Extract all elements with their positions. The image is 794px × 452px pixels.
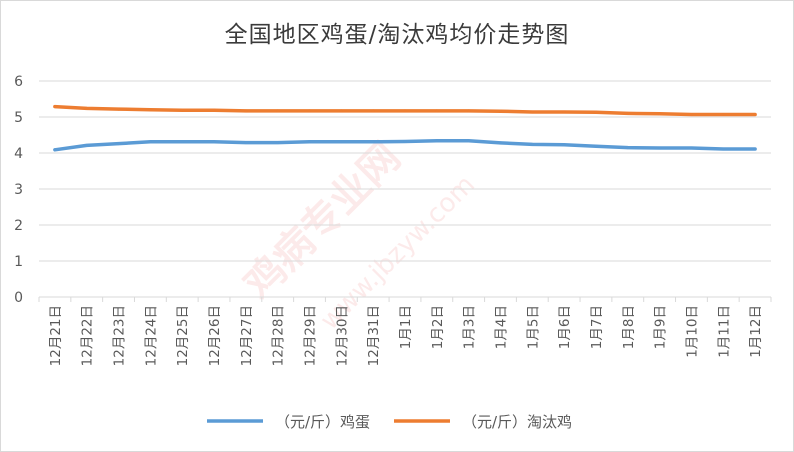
data-point xyxy=(308,140,312,144)
x-tick-label: 1月6日 xyxy=(557,305,573,349)
data-point xyxy=(626,146,630,150)
data-point xyxy=(276,141,280,145)
y-tick-label: 4 xyxy=(14,146,23,162)
data-point xyxy=(339,109,343,113)
data-point xyxy=(85,143,89,147)
data-point xyxy=(371,140,375,144)
x-tick-label: 12月26日 xyxy=(207,305,223,366)
x-tick-label: 12月31日 xyxy=(366,305,382,366)
data-point xyxy=(594,144,598,148)
data-point xyxy=(689,146,693,150)
legend-label-0: （元/斤）鸡蛋 xyxy=(275,413,370,431)
data-point xyxy=(244,141,248,145)
x-tick-label: 12月24日 xyxy=(143,305,159,366)
data-point xyxy=(530,110,534,114)
data-point xyxy=(689,112,693,116)
data-point xyxy=(562,110,566,114)
data-point xyxy=(753,147,757,151)
x-tick-label: 12月23日 xyxy=(112,305,128,366)
data-point xyxy=(339,140,343,144)
x-tick-label: 12月28日 xyxy=(271,305,287,366)
data-point xyxy=(594,110,598,114)
data-point xyxy=(721,112,725,116)
data-point xyxy=(148,140,152,144)
data-point xyxy=(530,142,534,146)
data-point xyxy=(371,109,375,113)
x-tick-label: 1月4日 xyxy=(493,305,509,349)
data-point xyxy=(403,139,407,143)
data-point xyxy=(435,109,439,113)
data-point xyxy=(498,141,502,145)
data-point xyxy=(467,139,471,143)
data-point xyxy=(117,142,121,146)
data-point xyxy=(117,107,121,111)
data-point xyxy=(435,139,439,143)
data-point xyxy=(721,147,725,151)
x-tick-label: 12月21日 xyxy=(48,305,64,366)
x-tick-label: 1月1日 xyxy=(398,305,414,349)
y-tick-label: 1 xyxy=(14,254,23,270)
chart-title: 全国地区鸡蛋/淘汰鸡均价走势图 xyxy=(224,22,570,48)
data-point xyxy=(626,111,630,115)
data-point xyxy=(180,108,184,112)
x-tick-label: 12月29日 xyxy=(303,305,319,366)
x-tick-label: 1月10日 xyxy=(684,305,700,358)
data-point xyxy=(562,143,566,147)
x-tick-label: 12月30日 xyxy=(334,305,350,366)
x-tick-label: 1月3日 xyxy=(462,305,478,349)
x-tick-label: 1月9日 xyxy=(653,305,669,349)
x-tick-label: 1月12日 xyxy=(748,305,764,358)
data-point xyxy=(658,146,662,150)
x-tick-label: 1月7日 xyxy=(589,305,605,349)
data-point xyxy=(148,108,152,112)
x-tick-label: 1月5日 xyxy=(525,305,541,349)
x-tick-label: 12月22日 xyxy=(80,305,96,366)
data-point xyxy=(467,109,471,113)
data-point xyxy=(244,109,248,113)
data-point xyxy=(403,109,407,113)
data-point xyxy=(53,148,57,152)
data-point xyxy=(212,108,216,112)
data-point xyxy=(498,109,502,113)
x-tick-label: 12月25日 xyxy=(175,305,191,366)
x-tick-label: 1月2日 xyxy=(430,305,446,349)
y-tick-label: 0 xyxy=(14,290,23,306)
data-point xyxy=(212,140,216,144)
x-tick-label: 1月8日 xyxy=(621,305,637,349)
legend-label-1: （元/斤）淘汰鸡 xyxy=(462,413,572,431)
data-point xyxy=(53,105,57,109)
y-tick-label: 2 xyxy=(14,218,23,234)
y-tick-label: 3 xyxy=(14,182,23,198)
data-point xyxy=(276,109,280,113)
y-tick-label: 5 xyxy=(14,110,23,126)
data-point xyxy=(753,112,757,116)
x-tick-label: 1月11日 xyxy=(716,305,732,358)
x-tick-label: 12月27日 xyxy=(239,305,255,366)
data-point xyxy=(308,109,312,113)
data-point xyxy=(658,112,662,116)
data-point xyxy=(85,106,89,110)
data-point xyxy=(180,140,184,144)
y-tick-label: 6 xyxy=(14,74,23,90)
